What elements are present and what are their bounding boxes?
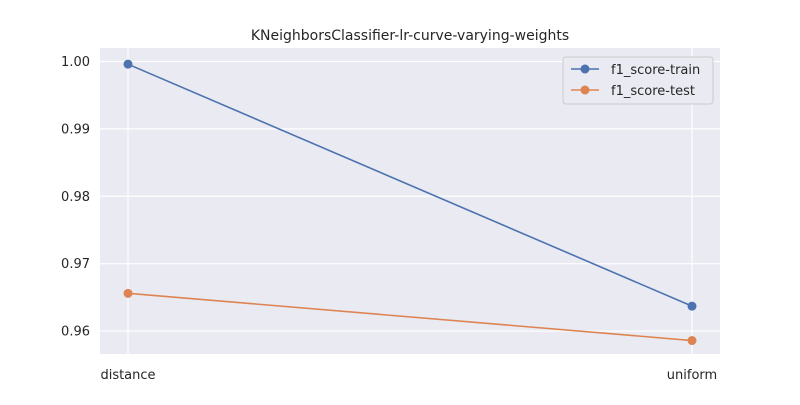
legend-label-train: f1_score-train — [611, 63, 700, 78]
y-tick-label: 0.96 — [61, 325, 90, 340]
legend-label-test: f1_score-test — [611, 84, 695, 99]
chart-title: KNeighborsClassifier-lr-curve-varying-we… — [251, 28, 569, 44]
legend-box — [562, 56, 714, 105]
y-tick-label: 0.98 — [61, 190, 90, 205]
data-point-f1_score-train-distance — [123, 59, 133, 69]
series-line-f1_score-train — [127, 63, 693, 307]
tick-labels: 0.96 0.97 0.98 0.99 1.00 distance uniform — [61, 55, 717, 383]
y-tick-label: 1.00 — [61, 55, 90, 70]
series-line-f1_score-test — [127, 292, 693, 342]
y-tick-label: 0.99 — [61, 122, 90, 137]
x-tick-label: distance — [100, 368, 155, 383]
data-point-f1_score-train-uniform — [687, 301, 697, 311]
data-point-f1_score-test-distance — [123, 288, 133, 298]
data-point-f1_score-test-uniform — [687, 336, 697, 346]
series-layer — [123, 59, 697, 346]
legend-marker-test — [580, 85, 590, 95]
legend: f1_score-train f1_score-test — [562, 56, 714, 105]
legend-marker-train — [580, 64, 590, 74]
y-tick-label: 0.97 — [61, 257, 90, 272]
x-tick-label: uniform — [667, 368, 717, 383]
